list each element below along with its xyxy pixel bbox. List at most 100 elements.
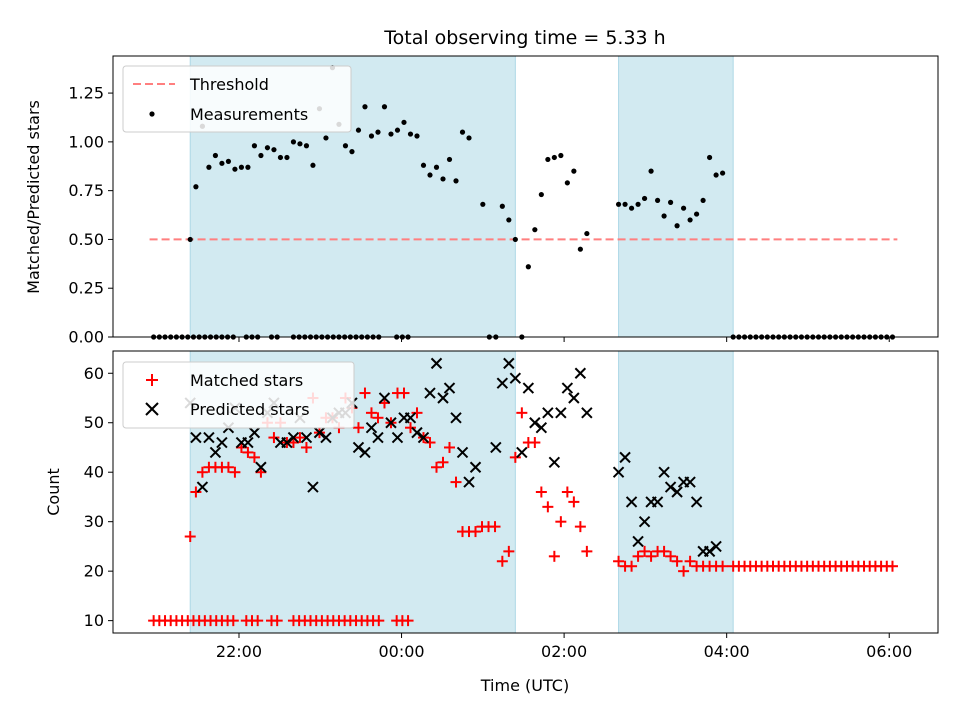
predicted-star-marker <box>307 481 319 493</box>
measurement-point <box>499 203 505 209</box>
matched-star-marker <box>626 560 638 572</box>
measurement-point <box>446 156 453 163</box>
predicted-star-marker <box>359 446 371 459</box>
matched-star-marker <box>613 555 625 567</box>
matched-star-marker <box>404 422 416 434</box>
predicted-star-marker <box>703 545 716 558</box>
matched-star-marker <box>535 486 547 498</box>
predicted-star-marker <box>469 461 482 473</box>
bottom-legend: Matched stars Predicted stars <box>122 361 355 429</box>
matched-star-marker <box>516 407 528 419</box>
predicted-star-marker <box>548 456 561 469</box>
chart-title: Total observing time = 5.33 h <box>383 27 665 49</box>
matched-star-marker <box>717 560 729 572</box>
top-legend-box <box>122 65 352 133</box>
matched-star-marker <box>424 437 436 449</box>
legend-predicted-swatch <box>145 402 159 416</box>
matched-star-marker <box>359 387 371 399</box>
measurement-point <box>512 236 518 243</box>
measurement-point <box>368 133 375 139</box>
measurement-point <box>212 152 219 159</box>
measurement-point <box>394 127 401 133</box>
measurement-point <box>342 143 349 149</box>
matched-star-marker <box>568 496 580 508</box>
measurement-point <box>375 129 381 135</box>
predicted-star-marker <box>365 421 378 434</box>
matched-star-marker <box>555 516 567 528</box>
measurement-point <box>232 166 238 172</box>
matched-star-marker <box>671 555 683 567</box>
predicted-star-marker <box>542 407 554 419</box>
matched-star-marker <box>252 615 264 627</box>
y-tick-label: 0.50 <box>68 230 104 249</box>
measurement-point <box>693 211 700 217</box>
legend-matched-swatch <box>146 374 158 386</box>
predicted-star-marker <box>450 412 462 424</box>
measurement-point <box>355 127 362 133</box>
measurement-point <box>303 143 310 149</box>
legend-measurements-swatch <box>149 111 155 117</box>
measurement-point <box>414 133 420 139</box>
measurement-point <box>545 156 551 163</box>
bottom-panel: 10 20 30 40 50 60 22:00 00:00 02:00 04:00 06:00 <box>84 350 939 661</box>
predicted-star-marker <box>710 540 722 553</box>
predicted-star-marker <box>196 481 209 493</box>
measurement-point <box>700 197 706 204</box>
measurement-point <box>297 141 303 147</box>
predicted-star-marker <box>535 421 548 434</box>
measurement-point <box>258 152 264 159</box>
legend-matched-label: Matched stars <box>190 371 303 390</box>
matched-star-marker <box>886 560 898 572</box>
predicted-star-marker <box>313 426 326 439</box>
predicted-star-marker <box>516 446 528 459</box>
matched-star-marker <box>271 615 283 627</box>
measurement-point <box>558 152 564 159</box>
predicted-star-marker <box>242 436 254 449</box>
matched-star-marker <box>248 451 260 463</box>
predicted-star-marker <box>555 407 567 419</box>
matched-star-marker <box>639 545 651 557</box>
predicted-star-marker <box>503 357 515 370</box>
bottom-y-axis-label: Count <box>44 468 63 516</box>
predicted-star-marker <box>378 392 391 404</box>
predicted-star-marker <box>638 515 651 528</box>
y-tick-label: 1.00 <box>68 132 104 151</box>
plot-frame <box>112 350 939 634</box>
predicted-star-marker <box>203 431 215 444</box>
predicted-star-marker <box>248 426 261 439</box>
matched-star-marker <box>574 521 586 533</box>
measurement-point <box>707 154 713 161</box>
measurement-point <box>525 264 531 270</box>
measurement-point <box>713 172 719 178</box>
y-tick-label: 0.75 <box>68 181 104 200</box>
matched-star-marker <box>645 550 657 562</box>
matched-star-marker <box>196 466 208 478</box>
matched-star-marker <box>658 545 670 557</box>
top-panel: 0.00 0.25 0.50 0.75 1.00 1.25 <box>68 55 939 347</box>
matched-star-marker <box>548 550 560 562</box>
matched-star-marker <box>184 531 196 543</box>
measurement-point <box>187 236 193 243</box>
matched-star-marker <box>542 501 554 513</box>
measurement-point <box>420 162 427 168</box>
measurement-point <box>440 176 446 182</box>
measurement-point <box>407 131 414 137</box>
top-y-axis-label: Matched/Predicted stars <box>24 100 43 294</box>
measurement-point <box>251 143 258 149</box>
predicted-star-marker <box>456 446 469 459</box>
predicted-star-marker <box>190 431 202 444</box>
measurement-point <box>506 217 512 223</box>
predicted-star-marker <box>391 431 404 444</box>
predicted-star-marker <box>664 481 677 493</box>
matched-star-marker <box>444 441 456 453</box>
measurement-point <box>584 230 590 237</box>
matched-star-marker <box>402 615 414 627</box>
predicted-star-marker <box>281 436 293 449</box>
predicted-star-marker <box>411 426 423 439</box>
matched-star-marker <box>684 555 696 567</box>
measurement-point <box>427 172 433 178</box>
y-tick-label: 1.25 <box>68 84 104 103</box>
y-tick-label: 40 <box>84 463 104 482</box>
measurement-point <box>206 164 212 170</box>
matched-star-marker <box>678 565 690 577</box>
